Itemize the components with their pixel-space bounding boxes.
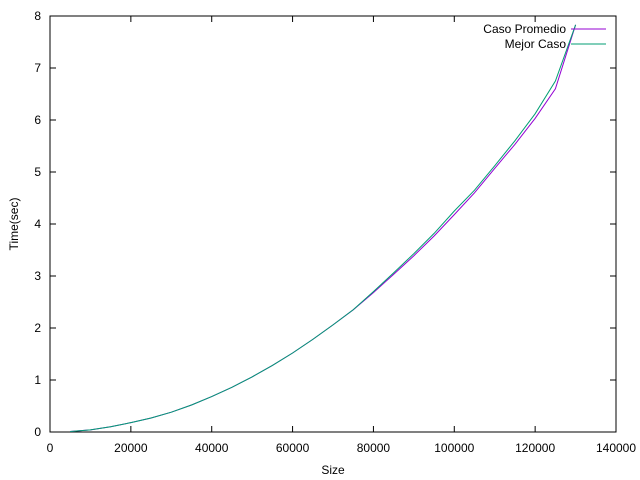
series-line-caso-promedio bbox=[70, 24, 577, 432]
y-tick-label: 1 bbox=[34, 373, 41, 387]
x-tick-label: 120000 bbox=[515, 441, 555, 455]
x-tick-label: 100000 bbox=[434, 441, 474, 455]
y-tick-label: 8 bbox=[34, 9, 41, 23]
y-tick-label: 3 bbox=[34, 269, 41, 283]
x-tick-label: 60000 bbox=[276, 441, 310, 455]
legend-label: Mejor Caso bbox=[505, 37, 567, 51]
y-tick-label: 4 bbox=[34, 217, 41, 231]
x-axis-title: Size bbox=[321, 463, 345, 477]
x-tick-label: 20000 bbox=[114, 441, 148, 455]
series-line-mejor-caso bbox=[70, 24, 577, 432]
plot-frame bbox=[49, 15, 617, 433]
y-tick-label: 7 bbox=[34, 61, 41, 75]
y-tick-label: 6 bbox=[34, 113, 41, 127]
axis-ticks bbox=[49, 15, 617, 433]
y-tick-label: 2 bbox=[34, 321, 41, 335]
series-lines bbox=[70, 24, 577, 432]
y-tick-label: 5 bbox=[34, 165, 41, 179]
x-tick-label: 0 bbox=[47, 441, 54, 455]
legend-label: Caso Promedio bbox=[483, 22, 566, 36]
x-tick-label: 40000 bbox=[195, 441, 229, 455]
y-tick-label: 0 bbox=[34, 425, 41, 439]
axis-tick-labels: 0 20000 40000 60000 80000 100000 120000 140000 0… bbox=[34, 9, 636, 455]
x-tick-label: 140000 bbox=[596, 441, 636, 455]
x-tick-label: 80000 bbox=[357, 441, 391, 455]
y-axis-title: Time(sec) bbox=[7, 198, 21, 251]
